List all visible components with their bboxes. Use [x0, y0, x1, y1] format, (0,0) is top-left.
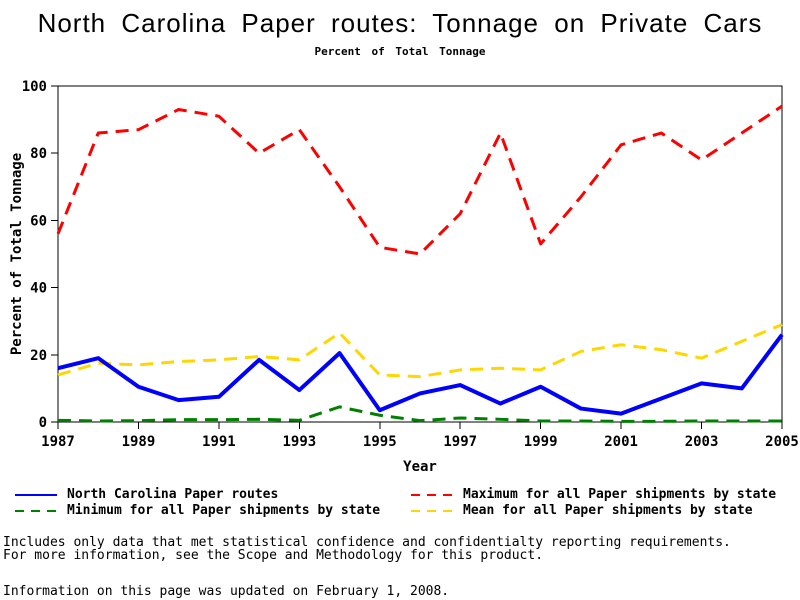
- legend-item-minimum: Minimum for all Paper shipments by state: [14, 503, 380, 518]
- footnote-block: Includes only data that met statistical …: [3, 536, 731, 562]
- legend-label: North Carolina Paper routes: [67, 487, 279, 502]
- x-tick-label: 2003: [685, 434, 719, 450]
- series-line-0: [57, 333, 784, 416]
- y-tick-label: 80: [30, 146, 47, 162]
- legend-swatch-dashed-line: [15, 509, 57, 512]
- series-line-2: [57, 405, 782, 423]
- x-tick-label: 2001: [604, 434, 638, 450]
- legend-label: Maximum for all Paper shipments by state: [463, 487, 777, 502]
- y-tick-label: 20: [30, 348, 47, 364]
- series-line-1: [56, 104, 783, 256]
- legend-label: Minimum for all Paper shipments by state: [67, 503, 381, 518]
- x-tick-label: 2005: [765, 434, 799, 450]
- x-tick-label: 1993: [282, 434, 316, 450]
- x-tick-label: 1991: [202, 434, 236, 450]
- y-tick-label: 60: [30, 213, 47, 229]
- footnote-line-1: Includes only data that met statistical …: [3, 535, 731, 550]
- x-tick-label: 1989: [122, 434, 156, 450]
- legend-item-nc-routes: North Carolina Paper routes: [14, 487, 278, 502]
- y-tick-label: 0: [39, 415, 47, 431]
- x-tick-label: 1995: [363, 434, 397, 450]
- x-tick-label: 1987: [41, 434, 75, 450]
- legend-item-mean: Mean for all Paper shipments by state: [410, 503, 753, 518]
- x-tick-label: 1997: [443, 434, 477, 450]
- plot-frame: [57, 85, 783, 423]
- legend-swatch-dashed-line: [411, 493, 453, 496]
- updated-note: Information on this page was updated on …: [3, 584, 450, 599]
- legend-swatch-solid-line: [15, 493, 57, 496]
- y-tick-label: 40: [30, 281, 47, 297]
- chart-subtitle: Percent of Total Tonnage: [314, 45, 486, 58]
- x-axis-title: Year: [403, 459, 437, 475]
- legend-item-maximum: Maximum for all Paper shipments by state: [410, 487, 776, 502]
- series-line-3: [57, 323, 783, 379]
- plot-area: Percent of Total Tonnage Year 1987 1989 19…: [9, 79, 799, 475]
- y-axis-title: Percent of Total Tonnage: [9, 153, 25, 355]
- y-tick-label: 100: [22, 79, 47, 95]
- legend-label: Mean for all Paper shipments by state: [463, 503, 753, 518]
- x-tick-label: 1999: [524, 434, 558, 450]
- footnote-line-2: For more information, see the Scope and …: [3, 548, 544, 563]
- chart-title: North Carolina Paper routes: Tonnage on …: [37, 8, 763, 38]
- legend-swatch-dashed-line: [411, 509, 453, 512]
